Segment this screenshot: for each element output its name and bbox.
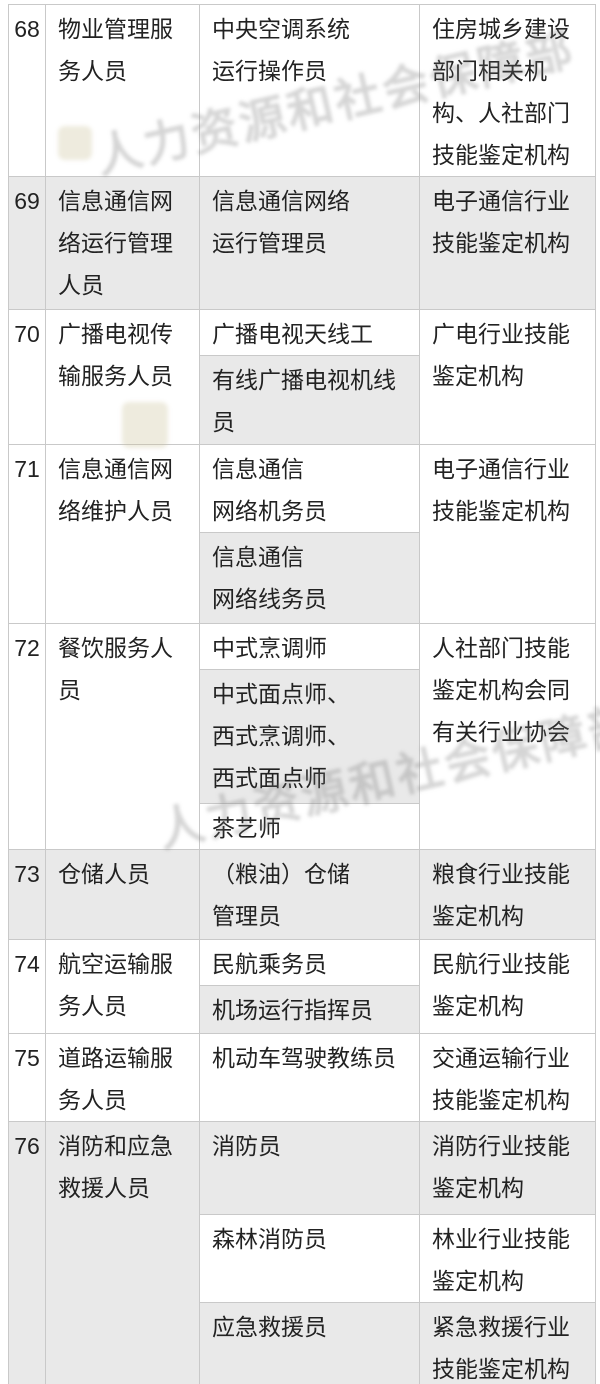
- row-70-org: 广电行业技能 鉴定机构: [419, 309, 596, 445]
- row-69-job: 信息通信网络 运行管理员: [199, 176, 420, 310]
- row-75-org: 交通运输行业 技能鉴定机构: [419, 1033, 596, 1122]
- row-70-job-1: 广播电视天线工: [199, 309, 420, 356]
- row-76-job-1: 消防员: [199, 1121, 420, 1215]
- row-71-category: 信息通信网 络维护人员: [45, 444, 200, 624]
- row-70-number: 70: [8, 309, 46, 445]
- row-69-org: 电子通信行业 技能鉴定机构: [419, 176, 596, 310]
- row-74-job-1: 民航乘务员: [199, 939, 420, 986]
- row-68-number: 68: [8, 4, 46, 177]
- table-row: 茶艺师: [9, 803, 596, 850]
- row-75-category: 道路运输服 务人员: [45, 1033, 200, 1122]
- row-73-org: 粮食行业技能 鉴定机构: [419, 849, 596, 940]
- row-68-category: 物业管理服 务人员: [45, 4, 200, 177]
- table-row: 73 仓储人员 （粮油）仓储 管理员 粮食行业技能 鉴定机构: [8, 849, 596, 940]
- table-row: 有线广播电视机线 员: [9, 355, 596, 445]
- row-71-job-2: 信息通信 网络线务员: [199, 532, 420, 624]
- table-row: 75 道路运输服 务人员 机动车驾驶教练员 交通运输行业 技能鉴定机构: [8, 1033, 596, 1122]
- row-76-number: 76: [8, 1121, 46, 1384]
- row-72-job-1: 中式烹调师: [199, 623, 420, 670]
- row-72-category: 餐饮服务人 员: [45, 623, 200, 850]
- row-69-number: 69: [8, 176, 46, 310]
- row-76-org-3: 紧急救援行业 技能鉴定机构: [419, 1302, 596, 1384]
- table-row: 72 餐饮服务人 员 中式烹调师 人社部门技能 鉴定机构会同 有关行业协会: [8, 623, 596, 850]
- table-row: 应急救援员 紧急救援行业 技能鉴定机构: [9, 1302, 596, 1384]
- row-71-job-1: 信息通信 网络机务员: [199, 444, 420, 533]
- table-row: 中式面点师、 西式烹调师、 西式面点师: [9, 669, 596, 804]
- row-75-number: 75: [8, 1033, 46, 1122]
- row-68-job: 中央空调系统 运行操作员: [199, 4, 420, 177]
- row-71-number: 71: [8, 444, 46, 624]
- row-76-org-1: 消防行业技能 鉴定机构: [419, 1121, 596, 1215]
- row-71-org: 电子通信行业 技能鉴定机构: [419, 444, 596, 624]
- row-70-job-2: 有线广播电视机线 员: [199, 355, 420, 445]
- row-72-job-2: 中式面点师、 西式烹调师、 西式面点师: [199, 669, 420, 804]
- row-70-category: 广播电视传 输服务人员: [45, 309, 200, 445]
- table-row: 森林消防员 林业行业技能 鉴定机构: [9, 1214, 596, 1303]
- table-row: 69 信息通信网 络运行管理 人员 信息通信网络 运行管理员 电子通信行业 技能…: [8, 176, 596, 310]
- table-row: 70 广播电视传 输服务人员 广播电视天线工 广电行业技能 鉴定机构: [8, 309, 596, 445]
- row-73-job: （粮油）仓储 管理员: [199, 849, 420, 940]
- table-row: 机场运行指挥员: [9, 985, 596, 1034]
- row-69-category: 信息通信网 络运行管理 人员: [45, 176, 200, 310]
- row-74-org: 民航行业技能 鉴定机构: [419, 939, 596, 1034]
- row-74-number: 74: [8, 939, 46, 1034]
- row-76-job-3: 应急救援员: [199, 1302, 420, 1384]
- table-row: 76 消防和应急 救援人员 消防员 消防行业技能 鉴定机构: [8, 1121, 596, 1384]
- row-72-org: 人社部门技能 鉴定机构会同 有关行业协会: [419, 623, 596, 850]
- row-72-number: 72: [8, 623, 46, 850]
- table-row: 71 信息通信网 络维护人员 信息通信 网络机务员 电子通信行业 技能鉴定机构: [8, 444, 596, 624]
- row-74-job-2: 机场运行指挥员: [199, 985, 420, 1034]
- table-row: 74 航空运输服 务人员 民航乘务员 民航行业技能 鉴定机构: [8, 939, 596, 1034]
- row-68-org: 住房城乡建设 部门相关机 构、人社部门 技能鉴定机构: [419, 4, 596, 177]
- table-row: 68 物业管理服 务人员 中央空调系统 运行操作员 住房城乡建设 部门相关机 构…: [8, 4, 596, 177]
- row-74-category: 航空运输服 务人员: [45, 939, 200, 1034]
- row-75-job: 机动车驾驶教练员: [199, 1033, 420, 1122]
- row-76-org-2: 林业行业技能 鉴定机构: [419, 1214, 596, 1303]
- row-73-category: 仓储人员: [45, 849, 200, 940]
- table-row: 信息通信 网络线务员: [9, 532, 596, 624]
- row-73-number: 73: [8, 849, 46, 940]
- row-76-job-2: 森林消防员: [199, 1214, 420, 1303]
- row-72-job-3: 茶艺师: [199, 803, 420, 850]
- occupation-certification-table: 68 物业管理服 务人员 中央空调系统 运行操作员 住房城乡建设 部门相关机 构…: [8, 4, 596, 1384]
- row-76-category: 消防和应急 救援人员: [45, 1121, 200, 1384]
